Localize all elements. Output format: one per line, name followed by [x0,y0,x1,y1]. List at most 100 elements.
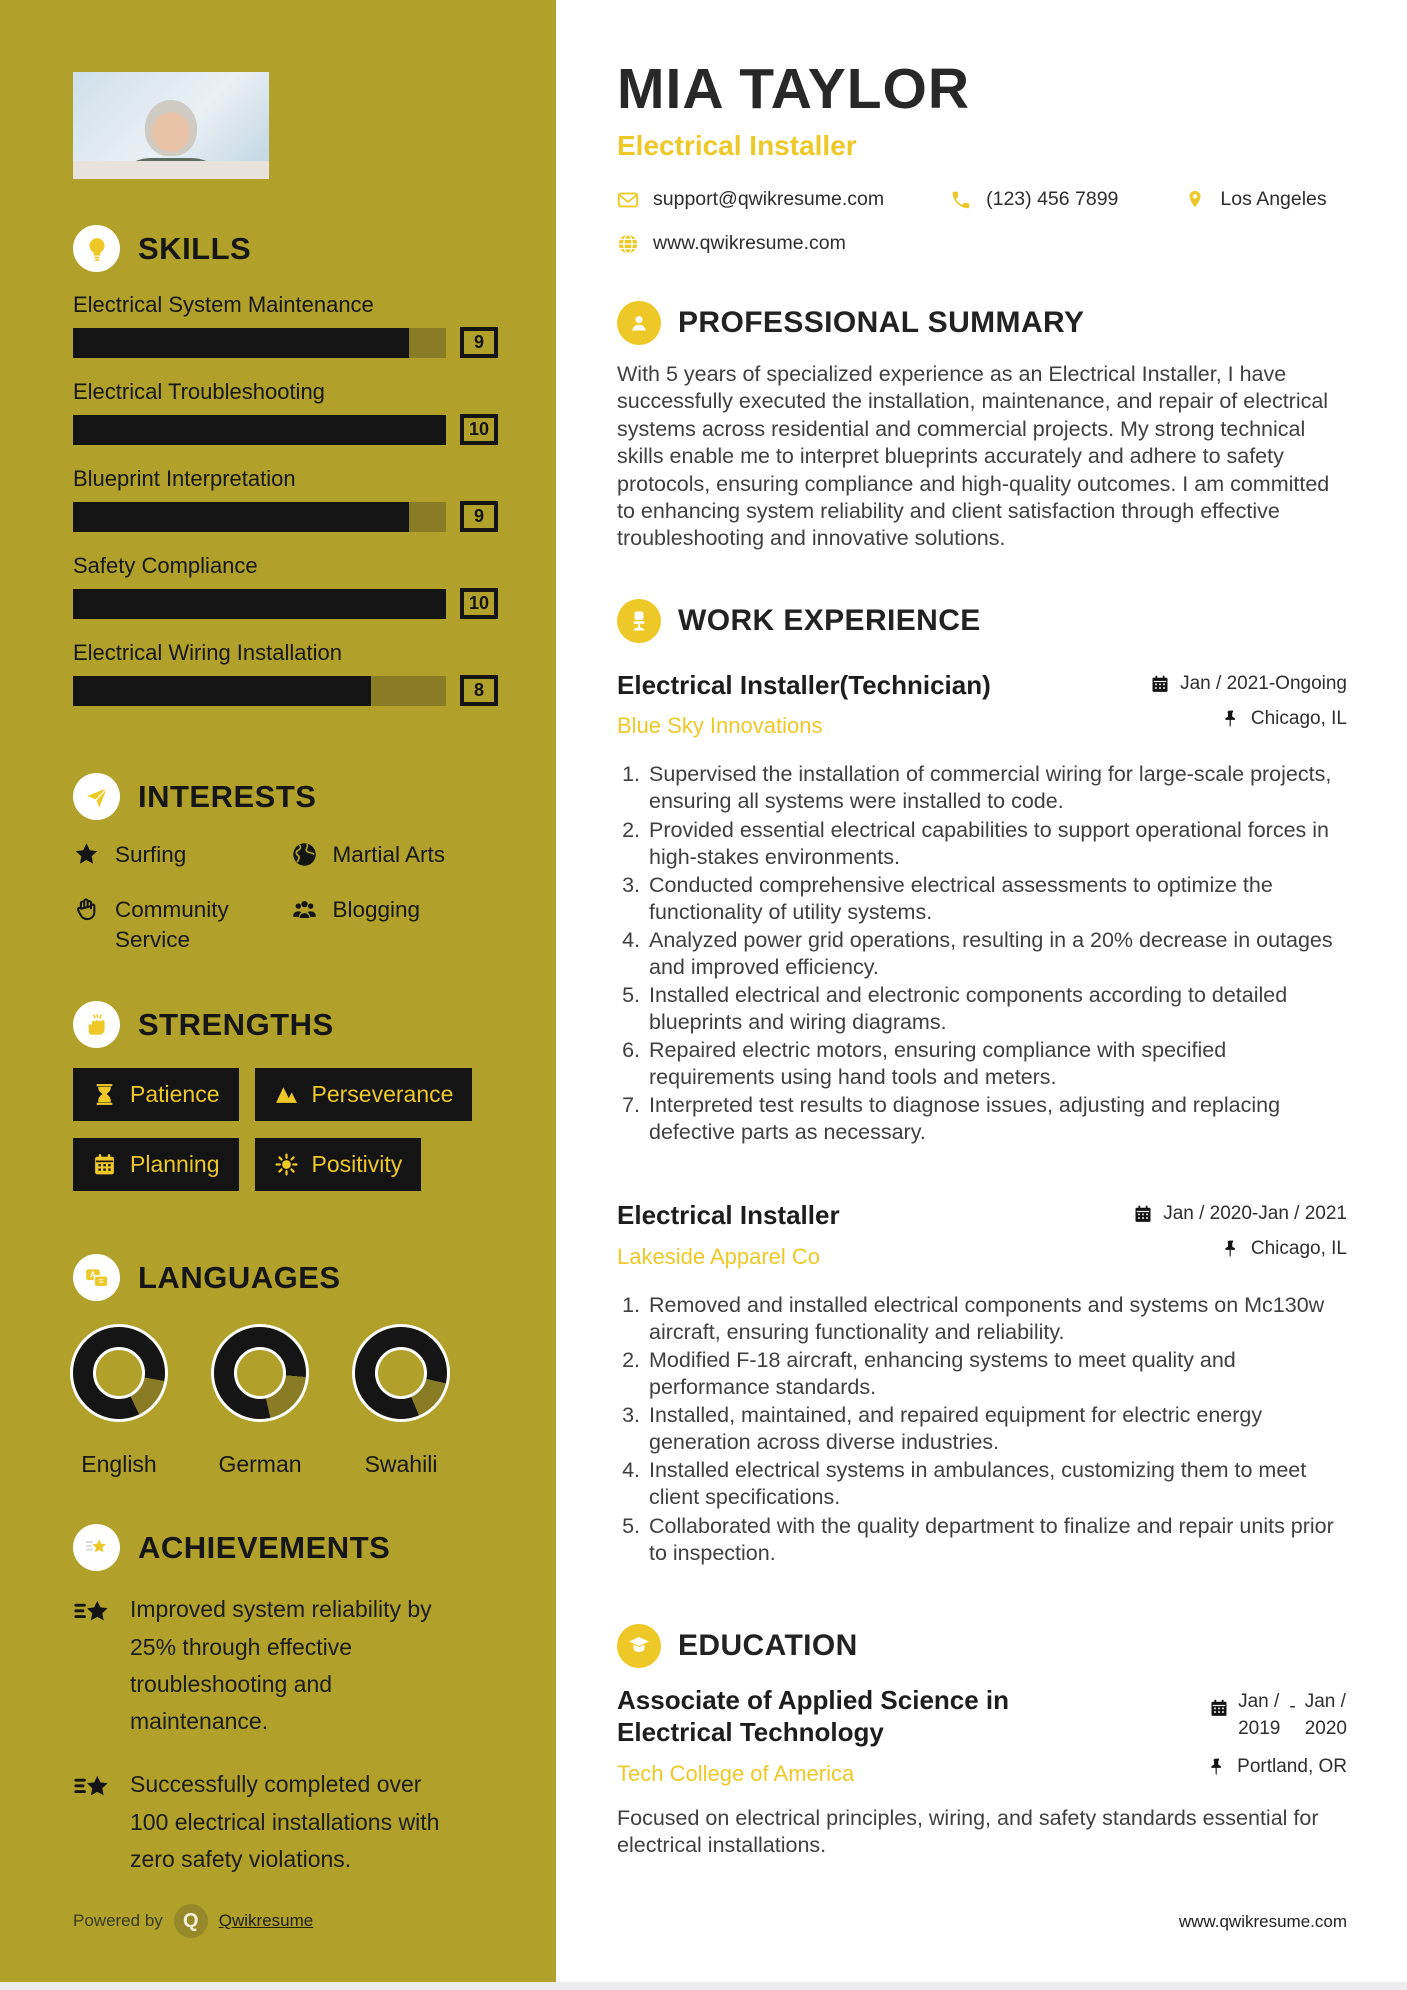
job-bullet: Removed and installed electrical compone… [646,1292,1347,1346]
location-value: Los Angeles [1220,188,1327,210]
graduation-cap-icon [617,1623,661,1668]
hourglass-icon [96,1084,113,1106]
map-pin-icon [1189,190,1201,207]
interest-item: Martial Arts [291,840,499,870]
skill-item: Electrical System Maintenance 9 [73,292,498,359]
skill-score-badge: 10 [460,588,498,620]
office-chair-icon [617,598,661,643]
phone-icon [952,191,970,208]
profile-photo [73,72,269,180]
education-section-header: EDUCATION [617,1623,1347,1668]
summary-title: PROFESSIONAL SUMMARY [678,306,1085,339]
calendar-icon [1135,1206,1151,1223]
svg-text:A: A [89,1269,96,1279]
email-group: support@qwikresume.com [617,188,884,211]
email-value: support@qwikresume.com [653,188,885,210]
experience-section-header: WORK EXPERIENCE [617,598,1347,643]
school-name: Tech College of America [617,1760,855,1786]
language-donut-chart [73,1327,165,1420]
degree-name: Associate of Applied Science in Electric… [617,1684,1010,1748]
job-role: Electrical Installer(Technician) [617,669,991,700]
achievements-list: Improved system reliability by 25% throu… [73,1591,498,1904]
achievements-section-header: ACHIEVEMENTS [73,1524,498,1572]
calendar-icon [1152,675,1168,692]
mountains-icon [275,1087,297,1104]
calendar-icon [95,1154,114,1175]
summary-text: With 5 years of specialized experience a… [617,362,1330,551]
language-item: English [73,1327,165,1478]
main-column: MIA TAYLOR Electrical Installer support@… [556,0,1407,1990]
skill-item: Safety Compliance 10 [73,553,498,620]
skills-section-header: SKILLS [73,225,498,273]
strengths-list: Patience Perseverance Planning Positivit… [73,1068,498,1208]
job-dates: Jan / 2021-Ongoing [1150,673,1347,695]
envelope-icon [617,192,639,207]
interests-list: Surfing Martial Arts Community Service B… [73,840,498,955]
language-donut-chart [355,1327,447,1420]
language-item: Swahili [355,1327,447,1478]
languages-section-header: A ≡ LANGUAGES [73,1254,498,1302]
footer-website-link[interactable]: www.qwikresume.com [1178,1912,1347,1931]
job-bullet: Provided essential electrical capabiliti… [646,817,1347,871]
job-bullet: Supervised the installation of commercia… [646,761,1347,815]
skill-bar [73,327,446,358]
paper-plane-icon [73,773,120,821]
language-donut-chart [214,1327,306,1420]
education-location: Portland, OR [1207,1756,1347,1778]
skill-bar [73,501,446,532]
job-company: Blue Sky Innovations [617,713,823,739]
interests-section-header: INTERESTS [73,773,498,821]
shooting-star-icon [74,1601,108,1621]
website-group: www.qwikresume.com [617,232,846,255]
users-icon [292,900,316,918]
interest-item: Surfing [73,840,281,870]
job-location: Chicago, IL [1221,708,1347,730]
job-bullet: Conducted comprehensive electrical asses… [646,872,1347,926]
shooting-star-icon [73,1524,120,1572]
job-bullet: Interpreted test results to diagnose iss… [646,1092,1347,1146]
job-bullet: Modified F-18 aircraft, enhancing system… [646,1347,1347,1401]
education-description: Focused on electrical principles, wiring… [617,1805,1319,1858]
qwikresume-link[interactable]: Qwikresume [218,1911,314,1930]
languages-title: LANGUAGES [138,1259,341,1295]
location-group: Los Angeles [1184,188,1327,211]
achievements-title: ACHIEVEMENTS [138,1529,391,1565]
strength-chip: Patience [73,1068,239,1122]
strength-chip: Planning [73,1138,239,1192]
interests-title: INTERESTS [138,778,317,814]
globe-icon [618,233,638,254]
education-title: EDUCATION [678,1628,858,1662]
website-value: www.qwikresume.com [653,232,846,254]
lightbulb-icon [73,225,120,273]
pushpin-icon [1225,710,1235,728]
skill-score-badge: 10 [460,414,498,446]
skill-bar [73,414,446,445]
hand-icon [76,897,96,920]
job-company: Lakeside Apparel Co [617,1243,821,1269]
fist-icon [73,1001,120,1049]
language-item: German [214,1327,306,1478]
person-name: MIA TAYLOR [617,57,971,121]
person-job-title: Electrical Installer [617,130,857,161]
strengths-section-header: STRENGTHS [73,1001,498,1049]
job-bullet: Collaborated with the quality department… [646,1513,1347,1567]
qwikresume-logo: Q [173,1904,208,1938]
skill-bar [73,675,446,706]
shooting-star-icon [74,1776,108,1796]
interest-item: Community Service [73,895,281,956]
skill-score-badge: 9 [460,501,498,533]
sun-icon [274,1153,298,1176]
skills-list: Electrical System Maintenance 9 Electric… [73,292,498,727]
skill-bar [73,588,446,619]
job-location: Chicago, IL [1221,1238,1347,1260]
job-bullet-list: Removed and installed electrical compone… [617,1292,1347,1567]
achievement-item: Improved system reliability by 25% throu… [73,1591,498,1740]
languages-list: English German Swahili [73,1327,498,1478]
sidebar: SKILLS Electrical System Maintenance 9 E… [0,0,556,1990]
job-bullet: Repaired electric motors, ensuring compl… [646,1037,1347,1091]
achievement-item: Successfully completed over 100 electric… [73,1766,498,1878]
svg-text:≡: ≡ [98,1276,103,1286]
skill-item: Electrical Troubleshooting 10 [73,379,498,446]
skill-score-badge: 9 [460,327,498,359]
